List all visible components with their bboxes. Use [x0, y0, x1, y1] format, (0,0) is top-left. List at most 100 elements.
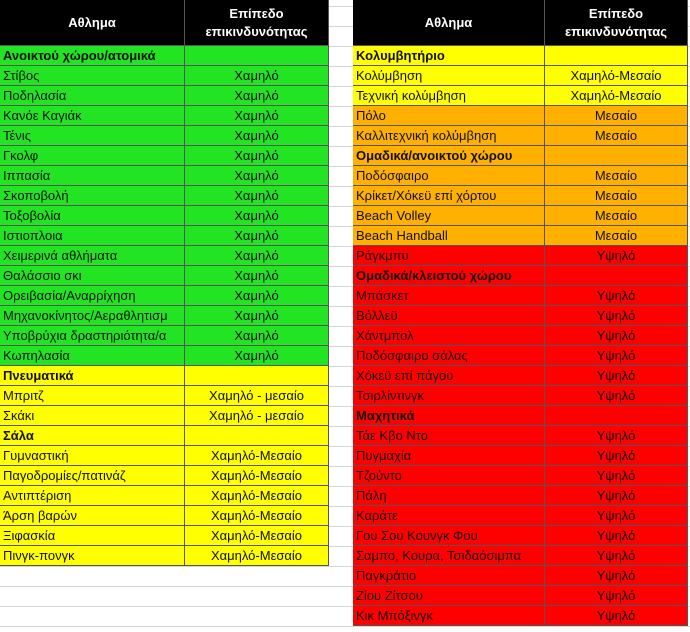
risk-level: Χαμηλό: [185, 206, 329, 226]
column-header: Αθλημα: [353, 0, 545, 46]
risk-level: Υψηλό: [545, 526, 688, 546]
sport-name: Υποβρύχια δραστηριότητα/α: [0, 326, 185, 346]
risk-level: Μεσαίο: [545, 126, 688, 146]
sport-name: Πυγμαχία: [353, 446, 545, 466]
sport-name: Τζούντο: [353, 466, 545, 486]
risk-level: Χαμηλό-Μεσαίο: [545, 66, 688, 86]
sport-name: Σκοποβολή: [0, 186, 185, 206]
sport-name: Στίβος: [0, 66, 185, 86]
group-blank: [185, 46, 329, 66]
sport-name: Μπάσκετ: [353, 286, 545, 306]
risk-level: Υψηλό: [545, 606, 688, 626]
risk-level: Υψηλό: [545, 326, 688, 346]
sport-name: Τσιρλίντινγκ: [353, 386, 545, 406]
sport-name: Άρση βαρών: [0, 506, 185, 526]
sport-name: Βόλλεϋ: [353, 306, 545, 326]
risk-level: Χαμηλό: [185, 146, 329, 166]
sport-name: Χειμερινά αθλήματα: [0, 246, 185, 266]
left-table: Αθλημα Επίπεδο επικινδυνότητας Ανοικτού χώ…: [0, 0, 329, 566]
sport-name: Ποδηλασία: [0, 86, 185, 106]
risk-level: Υψηλό: [545, 286, 688, 306]
sport-name: Χάντμπολ: [353, 326, 545, 346]
risk-level: Χαμηλό: [185, 226, 329, 246]
risk-level: Χαμηλό: [185, 266, 329, 286]
sport-name: Καλλιτεχνική κολύμβηση: [353, 126, 545, 146]
sport-name: Παγοδρομίες/πατινάζ: [0, 466, 185, 486]
sport-name: Ορειβασία/Αναρρίχηση: [0, 286, 185, 306]
sport-name: Ιππασία: [0, 166, 185, 186]
group-blank: [545, 46, 688, 66]
group-blank: [545, 266, 688, 286]
risk-level: Υψηλό: [545, 246, 688, 266]
sport-name: Σκάκι: [0, 406, 185, 426]
sport-name: Ποδόσφαιρο σάλας: [353, 346, 545, 366]
risk-level: Μεσαίο: [545, 186, 688, 206]
group-blank: [185, 426, 329, 446]
risk-level: Χαμηλό: [185, 106, 329, 126]
sport-name: Beach Volley: [353, 206, 545, 226]
sport-name: Γκολφ: [0, 146, 185, 166]
group-blank: [545, 146, 688, 166]
risk-level: Χαμηλό-Μεσαίο: [185, 466, 329, 486]
risk-level: Υψηλό: [545, 346, 688, 366]
group-label: Ομαδικά/κλειστού χώρου: [353, 266, 545, 286]
risk-level: Υψηλό: [545, 446, 688, 466]
risk-level: Υψηλό: [545, 426, 688, 446]
risk-level: Χαμηλό-Μεσαίο: [185, 486, 329, 506]
sport-name: Τοξοβολία: [0, 206, 185, 226]
sport-name: Πινγκ-πονγκ: [0, 546, 185, 566]
sport-name: Κικ Μπόξινγκ: [353, 606, 545, 626]
sport-name: Beach Handball: [353, 226, 545, 246]
sport-name: Παγκράτιο: [353, 566, 545, 586]
risk-level: Υψηλό: [545, 306, 688, 326]
column-header: Επίπεδο επικινδυνότητας: [545, 0, 688, 46]
risk-level: Χαμηλό - μεσαίο: [185, 386, 329, 406]
sport-name: Κρίκετ/Χόκεϋ επί χόρτου: [353, 186, 545, 206]
risk-level: Χαμηλό: [185, 86, 329, 106]
risk-level: Χαμηλό: [185, 346, 329, 366]
risk-level: Υψηλό: [545, 466, 688, 486]
sport-name: Κωπηλασία: [0, 346, 185, 366]
group-label: Σάλα: [0, 426, 185, 446]
risk-level: Χαμηλό: [185, 186, 329, 206]
sport-name: Πόλο: [353, 106, 545, 126]
risk-level: Χαμηλό-Μεσαίο: [545, 86, 688, 106]
risk-level: Υψηλό: [545, 506, 688, 526]
risk-level: Μεσαίο: [545, 206, 688, 226]
sport-name: Γου Σου Κουνγκ Φου: [353, 526, 545, 546]
risk-level: Χαμηλό: [185, 326, 329, 346]
risk-level: Υψηλό: [545, 546, 688, 566]
risk-level: Χαμηλό: [185, 166, 329, 186]
sport-name: Χόκεϋ επί πάγου: [353, 366, 545, 386]
group-blank: [185, 366, 329, 386]
risk-level: Υψηλό: [545, 366, 688, 386]
sport-name: Κολύμβηση: [353, 66, 545, 86]
risk-level: Χαμηλό - μεσαίο: [185, 406, 329, 426]
risk-level: Χαμηλό-Μεσαίο: [185, 446, 329, 466]
group-label: Μαχητικά: [353, 406, 545, 426]
sport-name: Ιστιοπλοια: [0, 226, 185, 246]
sport-name: Ποδόσφαιρο: [353, 166, 545, 186]
risk-level: Υψηλό: [545, 386, 688, 406]
group-label: Ανοικτού χώρου/ατομικά: [0, 46, 185, 66]
risk-level: Μεσαίο: [545, 106, 688, 126]
sport-name: Γυμναστική: [0, 446, 185, 466]
risk-level: Χαμηλό: [185, 286, 329, 306]
sport-name: Πάλη: [353, 486, 545, 506]
group-blank: [545, 406, 688, 426]
risk-level: Χαμηλό: [185, 246, 329, 266]
risk-level: Υψηλό: [545, 586, 688, 606]
sport-name: Ξιφασκία: [0, 526, 185, 546]
group-label: Πνευματικά: [0, 366, 185, 386]
sport-name: Τένις: [0, 126, 185, 146]
risk-level: Μεσαίο: [545, 166, 688, 186]
sport-name: Ζίου Ζίτσου: [353, 586, 545, 606]
risk-level: Υψηλό: [545, 566, 688, 586]
sport-name: Τάε Κβο Ντο: [353, 426, 545, 446]
risk-level: Χαμηλό-Μεσαίο: [185, 526, 329, 546]
column-header: Επίπεδο επικινδυνότητας: [185, 0, 329, 46]
sport-name: Αντιπτέριση: [0, 486, 185, 506]
group-label: Ομαδικά/ανοικτού χώρου: [353, 146, 545, 166]
sport-name: Σαμπο, Κουρα, Τσιδαόσιμπα: [353, 546, 545, 566]
